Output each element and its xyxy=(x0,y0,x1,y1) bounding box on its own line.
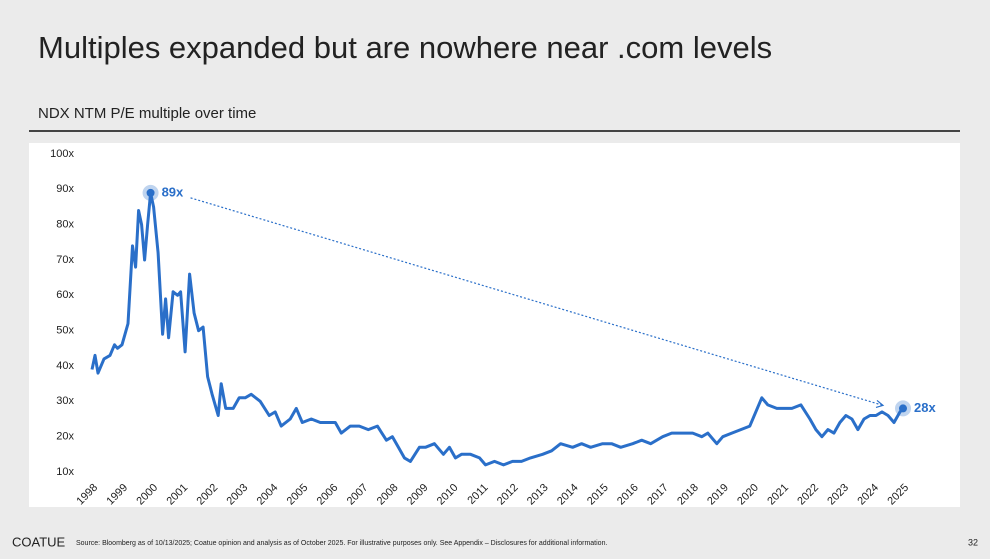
y-tick-label: 90x xyxy=(56,183,74,195)
y-tick-label: 100x xyxy=(50,148,74,160)
y-tick-label: 80x xyxy=(56,219,74,231)
page-number: 32 xyxy=(968,537,978,547)
y-tick-label: 40x xyxy=(56,360,74,372)
slide-title: Multiples expanded but are nowhere near … xyxy=(38,30,772,65)
brand: COATUE xyxy=(12,534,66,549)
y-tick-label: 20x xyxy=(56,431,74,443)
source-note: Source: Bloomberg as of 10/13/2025; Coat… xyxy=(76,540,607,547)
annotation-marker xyxy=(899,404,907,413)
y-tick-label: 10x xyxy=(56,466,74,478)
annotation-label: 89x xyxy=(162,184,184,199)
annotation-marker xyxy=(146,188,155,197)
annotation-label: 28x xyxy=(914,400,936,415)
series-line xyxy=(90,191,905,467)
y-tick-label: 70x xyxy=(56,254,74,266)
chart-title: NDX NTM P/E multiple over time xyxy=(38,105,256,122)
y-tick-label: 60x xyxy=(56,289,74,301)
y-tick-label: 50x xyxy=(56,325,74,337)
trend-arrow xyxy=(190,197,884,406)
y-tick-label: 30x xyxy=(56,395,74,407)
arrow-head xyxy=(875,399,885,408)
